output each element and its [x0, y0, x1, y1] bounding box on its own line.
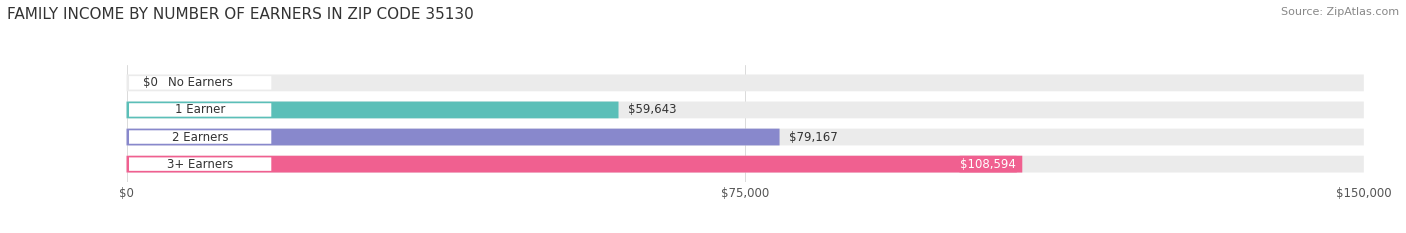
Text: $108,594: $108,594	[960, 158, 1017, 171]
Text: $79,167: $79,167	[789, 130, 838, 144]
Text: 1 Earner: 1 Earner	[174, 103, 225, 116]
Text: Source: ZipAtlas.com: Source: ZipAtlas.com	[1281, 7, 1399, 17]
FancyBboxPatch shape	[127, 129, 779, 145]
FancyBboxPatch shape	[127, 156, 1022, 172]
FancyBboxPatch shape	[127, 75, 1364, 91]
Text: 2 Earners: 2 Earners	[172, 130, 228, 144]
FancyBboxPatch shape	[129, 130, 271, 144]
Text: FAMILY INCOME BY NUMBER OF EARNERS IN ZIP CODE 35130: FAMILY INCOME BY NUMBER OF EARNERS IN ZI…	[7, 7, 474, 22]
FancyBboxPatch shape	[129, 158, 271, 171]
Text: $59,643: $59,643	[628, 103, 676, 116]
Text: 3+ Earners: 3+ Earners	[167, 158, 233, 171]
FancyBboxPatch shape	[129, 103, 271, 117]
FancyBboxPatch shape	[127, 102, 619, 118]
Text: $0: $0	[142, 76, 157, 89]
Text: No Earners: No Earners	[167, 76, 232, 89]
FancyBboxPatch shape	[127, 156, 1364, 172]
FancyBboxPatch shape	[129, 76, 271, 89]
FancyBboxPatch shape	[127, 129, 1364, 145]
FancyBboxPatch shape	[127, 102, 1364, 118]
